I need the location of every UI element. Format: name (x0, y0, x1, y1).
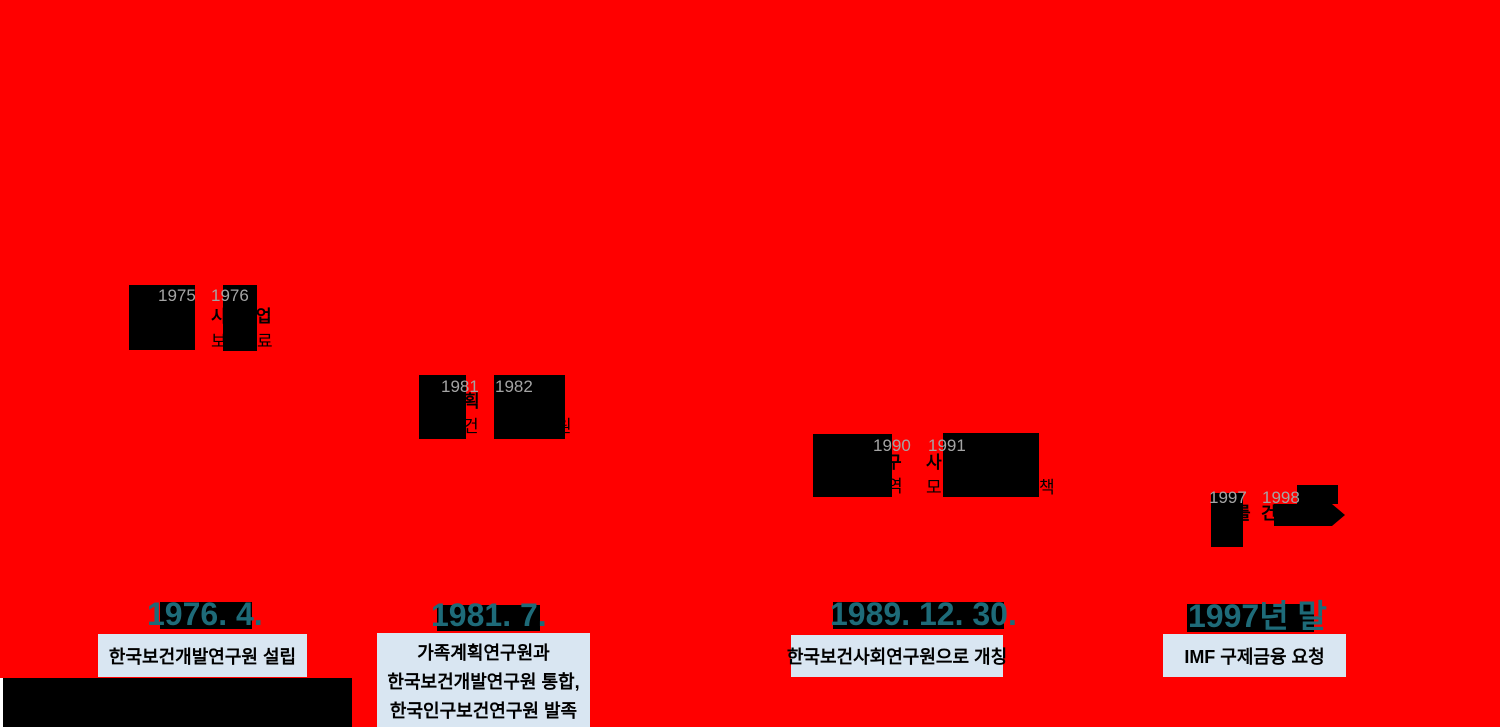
milestone-2-label-line2: 한국보건개발연구원 통합, (387, 672, 580, 692)
milestone-4-date: 1997년 말 (1188, 598, 1327, 634)
milestone-1-date-highlight (160, 602, 252, 629)
year-label-1975: 1975 (158, 286, 196, 305)
year-label-1982: 1982 (495, 377, 533, 396)
milestone-4-label: IMF 구제금융 요청 (1184, 646, 1325, 667)
milestone-1-label: 한국보건개발연구원 설립 (108, 646, 297, 667)
text-fragment: 건 (463, 417, 479, 436)
year-label-1991: 1991 (928, 436, 966, 455)
milestone-3-date: 1989. 12. 30. (830, 596, 1017, 632)
milestone-1-date: 1976. 4. (147, 596, 263, 632)
redaction-box-1990 (813, 434, 892, 497)
redaction-box-1976 (223, 285, 257, 351)
text-fragment: 획 (464, 392, 480, 411)
milestone-2-label-line3: 한국인구보건연구원 발족 (389, 701, 578, 721)
arrow-body (1274, 504, 1332, 526)
milestone-2-date-highlight (437, 605, 540, 631)
milestone-2-label-box: 가족계획연구원과 한국보건개발연구원 통합, 한국인구보건연구원 발족 (377, 633, 590, 727)
milestone-4-date-highlight (1187, 604, 1314, 632)
milestone-2-label-line1: 가족계획연구원과 (417, 643, 550, 663)
text-fragment: 모 (926, 478, 942, 497)
milestone-3-label-box: 한국보건사회연구원으로 개칭 (787, 635, 1007, 677)
redaction-box-1982 (494, 375, 565, 439)
arrow-right-icon (1332, 504, 1345, 526)
year-label-1998: 1998 (1262, 488, 1300, 507)
milestone-3-label: 한국보건사회연구원으로 개칭 (786, 647, 1008, 667)
milestone-2-date: 1981. 7. (431, 597, 547, 633)
milestone-3-date-highlight (833, 602, 1004, 629)
text-fragment: 보 (211, 332, 227, 351)
text-fragment: 건 (1261, 504, 1277, 523)
redaction-box-1975 (129, 285, 195, 350)
text-fragment: 책 (1039, 478, 1055, 497)
redaction-box-1981 (419, 375, 466, 439)
page-edge (0, 678, 3, 727)
text-fragment: 시 (211, 307, 227, 326)
redaction-box-bottom-left (3, 678, 352, 727)
milestone-4-label-box: IMF 구제금융 요청 (1163, 634, 1346, 677)
text-fragment: 사 (926, 453, 942, 472)
text-fragment: 료 (257, 332, 273, 351)
text-fragment: 업 (256, 307, 272, 326)
milestone-1-label-box: 한국보건개발연구원 설립 (98, 634, 307, 677)
redaction-box-1997 (1211, 493, 1243, 547)
redaction-box-1998 (1297, 485, 1338, 504)
year-label-1997: 1997 (1209, 488, 1247, 507)
year-label-1976: 1976 (211, 286, 249, 305)
year-label-1981: 1981 (441, 377, 479, 396)
redaction-box-1991 (943, 433, 1039, 497)
year-label-1990: 1990 (873, 436, 911, 455)
